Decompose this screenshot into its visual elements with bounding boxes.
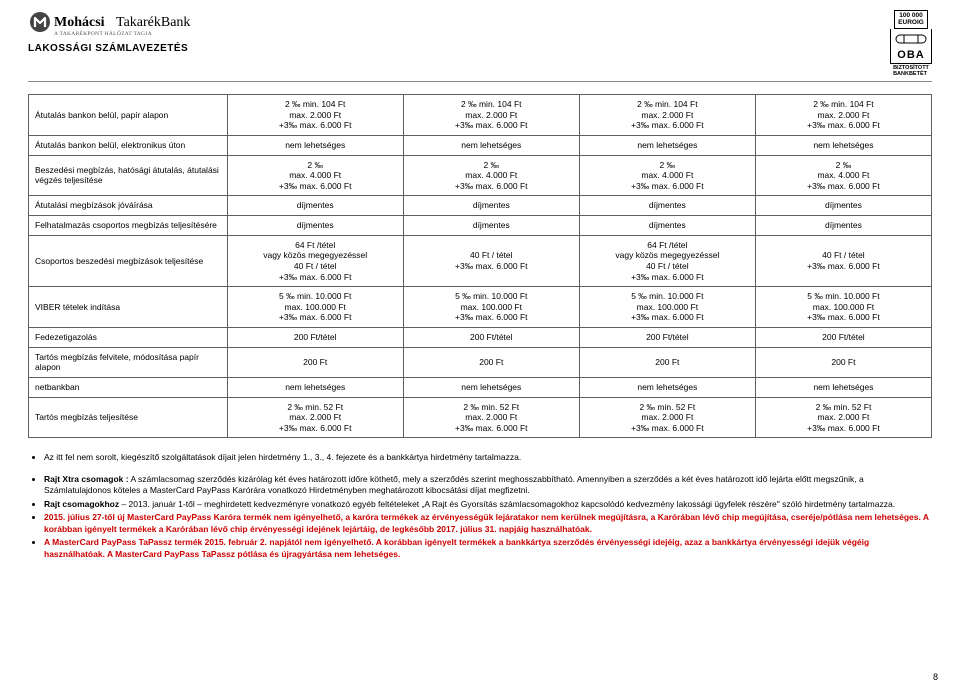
row-value: 200 Ft [227, 347, 403, 377]
note-2: Rajt Xtra csomagok : A számlacsomag szer… [44, 474, 930, 497]
handshake-icon [894, 31, 928, 47]
oba-body: OBA [890, 29, 932, 64]
table-row: Átutalási megbízások jóváírásadíjmentesd… [29, 196, 932, 216]
table-row: netbankbannem lehetségesnem lehetségesne… [29, 377, 932, 397]
oba-logo-text: OBA [894, 50, 928, 61]
svg-text:A TAKARÉKPONT HÁLÓZAT TAGJA: A TAKARÉKPONT HÁLÓZAT TAGJA [54, 29, 152, 37]
oba-amount: 100 000 EUROIG [894, 10, 928, 29]
table-row: Átutalás bankon belül, elektronikus úton… [29, 135, 932, 155]
row-label: Fedezetigazolás [29, 328, 228, 348]
row-value: 2 ‰ min. 104 Ft max. 2.000 Ft +3‰ max. 6… [403, 95, 579, 136]
row-label: Felhatalmazás csoportos megbízás teljesí… [29, 216, 228, 236]
row-value: 40 Ft / tétel +3‰ max. 6.000 Ft [755, 235, 931, 287]
row-label: Beszedési megbízás, hatósági átutalás, á… [29, 155, 228, 196]
row-value: 64 Ft /tétel vagy közös megegyezéssel 40… [227, 235, 403, 287]
fee-table: Átutalás bankon belül, papír alapon2 ‰ m… [28, 94, 932, 438]
row-value: díjmentes [227, 216, 403, 236]
row-value: 2 ‰ min. 52 Ft max. 2.000 Ft +3‰ max. 6.… [227, 397, 403, 438]
row-value: 2 ‰ min. 104 Ft max. 2.000 Ft +3‰ max. 6… [579, 95, 755, 136]
row-value: 200 Ft/tétel [579, 328, 755, 348]
row-value: 2 ‰ max. 4.000 Ft +3‰ max. 6.000 Ft [579, 155, 755, 196]
note-4: 2015. július 27-től új MasterCard PayPas… [44, 512, 930, 535]
table-row: Fedezetigazolás200 Ft/tétel200 Ft/tétel2… [29, 328, 932, 348]
row-value: díjmentes [579, 216, 755, 236]
row-value: 2 ‰ min. 104 Ft max. 2.000 Ft +3‰ max. 6… [227, 95, 403, 136]
row-value: nem lehetséges [755, 377, 931, 397]
page-number: 8 [933, 672, 938, 682]
page-subtitle: LAKOSSÁGI SZÁMLAVEZETÉS [28, 43, 258, 54]
table-row: Beszedési megbízás, hatósági átutalás, á… [29, 155, 932, 196]
row-label: Átutalás bankon belül, papír alapon [29, 95, 228, 136]
table-row: Átutalás bankon belül, papír alapon2 ‰ m… [29, 95, 932, 136]
row-value: 200 Ft/tétel [403, 328, 579, 348]
row-value: 64 Ft /tétel vagy közös megegyezéssel 40… [579, 235, 755, 287]
oba-badge: 100 000 EUROIG OBA BIZTOSÍTOTT BANKBETÉT [890, 10, 932, 77]
row-label: VIBER tételek indítása [29, 287, 228, 328]
note-3-text: – 2013. január 1-től – meghirdetett kedv… [119, 499, 895, 509]
page-header: Mohácsi TakarékBank A TAKARÉKPONT HÁLÓZA… [28, 10, 932, 82]
svg-text:TakarékBank: TakarékBank [116, 15, 190, 30]
note-3-bold: Rajt csomagokhoz [44, 499, 119, 509]
note-4-text: 2015. július 27-től új MasterCard PayPas… [44, 512, 929, 533]
row-label: Átutalás bankon belül, elektronikus úton [29, 135, 228, 155]
row-value: 5 ‰ min. 10.000 Ft max. 100.000 Ft +3‰ m… [227, 287, 403, 328]
row-value: díjmentes [755, 216, 931, 236]
row-value: díjmentes [579, 196, 755, 216]
row-value: nem lehetséges [227, 377, 403, 397]
row-value: nem lehetséges [227, 135, 403, 155]
row-value: nem lehetséges [403, 377, 579, 397]
row-label: Tartós megbízás teljesítése [29, 397, 228, 438]
row-value: 5 ‰ min. 10.000 Ft max. 100.000 Ft +3‰ m… [579, 287, 755, 328]
row-value: 200 Ft [403, 347, 579, 377]
note-2-bold: Rajt Xtra csomagok : [44, 474, 129, 484]
row-value: 200 Ft [579, 347, 755, 377]
table-row: Csoportos beszedési megbízások teljesíté… [29, 235, 932, 287]
table-row: Felhatalmazás csoportos megbízás teljesí… [29, 216, 932, 236]
row-value: 2 ‰ min. 52 Ft max. 2.000 Ft +3‰ max. 6.… [755, 397, 931, 438]
row-value: díjmentes [403, 216, 579, 236]
row-label: Tartós megbízás felvitele, módosítása pa… [29, 347, 228, 377]
table-row: Tartós megbízás teljesítése2 ‰ min. 52 F… [29, 397, 932, 438]
row-value: nem lehetséges [755, 135, 931, 155]
row-value: díjmentes [755, 196, 931, 216]
note-5-text: A MasterCard PayPass TaPassz termék 2015… [44, 537, 869, 558]
row-value: nem lehetséges [403, 135, 579, 155]
note-1: Az itt fel nem sorolt, kiegészítő szolgá… [44, 452, 930, 463]
row-value: 200 Ft [755, 347, 931, 377]
row-value: 5 ‰ min. 10.000 Ft max. 100.000 Ft +3‰ m… [755, 287, 931, 328]
row-value: 2 ‰ max. 4.000 Ft +3‰ max. 6.000 Ft [403, 155, 579, 196]
row-value: díjmentes [227, 196, 403, 216]
row-value: 2 ‰ max. 4.000 Ft +3‰ max. 6.000 Ft [755, 155, 931, 196]
table-row: VIBER tételek indítása5 ‰ min. 10.000 Ft… [29, 287, 932, 328]
note-2-text: A számlacsomag szerződés kizárólag két é… [44, 474, 864, 495]
bank-logo: Mohácsi TakarékBank A TAKARÉKPONT HÁLÓZA… [28, 10, 258, 40]
row-value: 2 ‰ max. 4.000 Ft +3‰ max. 6.000 Ft [227, 155, 403, 196]
row-value: 200 Ft/tétel [755, 328, 931, 348]
brand-block: Mohácsi TakarékBank A TAKARÉKPONT HÁLÓZA… [28, 10, 258, 54]
row-value: 200 Ft/tétel [227, 328, 403, 348]
oba-caption: BIZTOSÍTOTT BANKBETÉT [893, 66, 929, 77]
svg-text:Mohácsi: Mohácsi [54, 15, 105, 30]
row-label: netbankban [29, 377, 228, 397]
note-5: A MasterCard PayPass TaPassz termék 2015… [44, 537, 930, 560]
note-3: Rajt csomagokhoz – 2013. január 1-től – … [44, 499, 930, 510]
row-value: 2 ‰ min. 52 Ft max. 2.000 Ft +3‰ max. 6.… [579, 397, 755, 438]
row-value: 5 ‰ min. 10.000 Ft max. 100.000 Ft +3‰ m… [403, 287, 579, 328]
row-label: Csoportos beszedési megbízások teljesíté… [29, 235, 228, 287]
row-value: 40 Ft / tétel +3‰ max. 6.000 Ft [403, 235, 579, 287]
row-value: 2 ‰ min. 52 Ft max. 2.000 Ft +3‰ max. 6.… [403, 397, 579, 438]
row-label: Átutalási megbízások jóváírása [29, 196, 228, 216]
table-row: Tartós megbízás felvitele, módosítása pa… [29, 347, 932, 377]
row-value: nem lehetséges [579, 135, 755, 155]
row-value: nem lehetséges [579, 377, 755, 397]
footnotes: Az itt fel nem sorolt, kiegészítő szolgá… [28, 452, 932, 560]
row-value: díjmentes [403, 196, 579, 216]
row-value: 2 ‰ min. 104 Ft max. 2.000 Ft +3‰ max. 6… [755, 95, 931, 136]
